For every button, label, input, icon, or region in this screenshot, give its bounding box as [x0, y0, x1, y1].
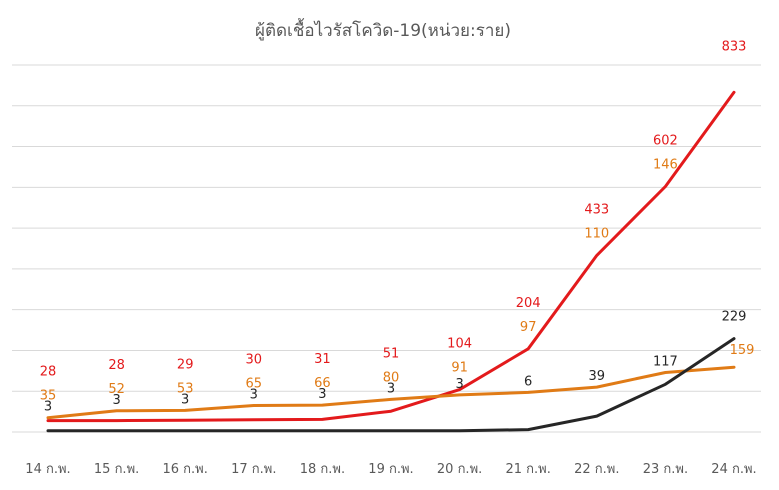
data-label-series-2: 66 [314, 376, 331, 391]
x-tick-label: 14 ก.พ. [25, 462, 70, 477]
data-label-series-3: 3 [250, 387, 258, 402]
data-label-series-1: 30 [246, 352, 263, 367]
x-tick-label: 17 ก.พ. [231, 462, 276, 477]
data-label-series-1: 204 [516, 296, 541, 311]
data-label-series-3: 117 [653, 354, 678, 369]
data-label-series-1: 602 [653, 134, 678, 149]
data-label-series-2: 146 [653, 158, 678, 173]
data-label-series-3: 6 [524, 374, 532, 389]
data-label-series-2: 80 [383, 370, 400, 385]
data-label-series-1: 28 [40, 365, 57, 380]
data-label-series-3: 39 [589, 369, 606, 384]
x-axis: 14 ก.พ. 15 ก.พ. 16 ก.พ. 17 ก.พ. 18 ก.พ. 19 ก.… [25, 462, 756, 477]
data-label-series-3: 3 [44, 400, 52, 415]
series-lines [46, 90, 736, 433]
series-line-2 [46, 365, 736, 420]
x-tick-label: 23 ก.พ. [643, 462, 688, 477]
data-label-series-1: 51 [383, 346, 400, 361]
gridlines [12, 64, 761, 433]
x-tick-label: 20 ก.พ. [437, 462, 482, 477]
x-tick-label: 24 ก.พ. [711, 462, 756, 477]
series-line-1 [46, 90, 736, 423]
data-label-series-3: 3 [387, 381, 395, 396]
data-label-series-2: 159 [730, 343, 755, 358]
x-tick-label: 22 ก.พ. [574, 462, 619, 477]
x-tick-label: 16 ก.พ. [163, 462, 208, 477]
data-label-series-3: 3 [318, 387, 326, 402]
data-label-series-1: 31 [314, 352, 331, 367]
data-label-series-1: 104 [447, 337, 472, 352]
x-tick-label: 21 ก.พ. [506, 462, 551, 477]
data-label-series-2: 52 [108, 382, 125, 397]
data-label-series-2: 91 [451, 361, 468, 376]
series-line-3 [46, 337, 736, 433]
data-label-series-2: 35 [40, 389, 57, 404]
data-label-series-1: 433 [584, 202, 609, 217]
x-tick-label: 15 ก.พ. [94, 462, 139, 477]
data-label-series-1: 28 [108, 358, 125, 373]
data-label-series-2: 65 [246, 376, 263, 391]
data-label-series-2: 53 [177, 381, 194, 396]
data-labels: 2835328523295333065331663518031049132049… [40, 39, 755, 414]
data-label-series-3: 3 [112, 393, 120, 408]
x-tick-label: 18 ก.พ. [300, 462, 345, 477]
data-label-series-1: 29 [177, 357, 194, 372]
data-label-series-3: 3 [181, 392, 189, 407]
data-label-series-3: 229 [722, 310, 747, 325]
data-label-series-2: 97 [520, 320, 537, 335]
data-label-series-1: 833 [722, 39, 747, 54]
data-label-series-3: 3 [455, 377, 463, 392]
x-tick-label: 19 ก.พ. [368, 462, 413, 477]
chart-title: ผู้ติดเชื้อไวรัสโควิด-19(หน่วย:ราย) [255, 18, 511, 41]
data-label-series-2: 110 [584, 226, 609, 241]
